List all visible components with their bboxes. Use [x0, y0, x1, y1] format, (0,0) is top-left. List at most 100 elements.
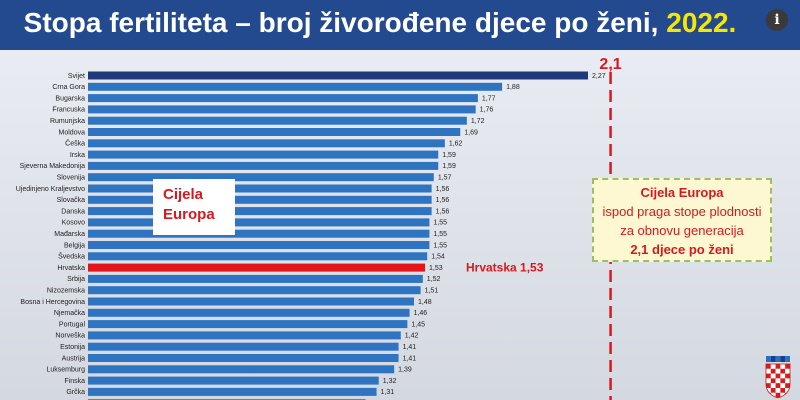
hrvatska-callout-label: Hrvatska 1,53	[466, 261, 544, 275]
title-main: Stopa fertiliteta – broj živorođene djec…	[23, 7, 659, 38]
bar-nizozemska	[88, 286, 421, 295]
value-label-portugal: 1,45	[411, 321, 425, 328]
category-label-danska: Danska	[61, 208, 85, 215]
bar-ujedinjeno-kraljevstvo	[88, 184, 432, 193]
cijela-europa-line2: Europa	[163, 206, 215, 223]
bar-grcka	[88, 387, 377, 396]
category-label-svijet: Svijet	[68, 73, 85, 80]
title-year: 2022.	[666, 7, 737, 38]
category-label-srbija: Srbija	[67, 276, 85, 283]
value-label-moldova: 1,69	[464, 129, 478, 136]
bar-norveska	[88, 331, 401, 340]
bar-slovenija	[88, 173, 434, 182]
croatian-coat-of-arms-icon	[765, 356, 791, 398]
category-label-grcka: Grčka	[66, 389, 85, 396]
category-label-rumunjska: Rumunjska	[50, 118, 85, 125]
value-label-luksemburg: 1,39	[398, 367, 412, 374]
value-label-ceska: 1,62	[449, 141, 463, 148]
value-label-slovacka: 1,56	[436, 197, 450, 204]
category-label-austrija: Austrija	[62, 355, 85, 362]
value-label-ujedinjeno-kraljevstvo: 1,56	[436, 186, 450, 193]
category-label-belgija: Belgija	[64, 242, 85, 249]
category-label-luksemburg: Luksemburg	[46, 367, 85, 374]
bar-sjeverna-makedonija	[88, 161, 439, 170]
bar-crna-gora	[88, 82, 503, 91]
note-line2: ispod praga stope plodnosti	[602, 204, 762, 219]
bar-belgija	[88, 241, 430, 249]
note-line3: za obnovu generacija	[620, 223, 744, 238]
value-label-svedska: 1,54	[431, 254, 445, 261]
bar-njemacka	[88, 308, 410, 317]
bar-svijet	[88, 71, 588, 80]
category-label-finska: Finska	[64, 378, 85, 385]
bar-rumunjska	[88, 116, 467, 125]
value-label-bugarska: 1,77	[482, 95, 496, 102]
value-label-estonija: 1,41	[403, 344, 417, 351]
bars-layer: Svijet 2,27 Crna Gora 1,88 Bugarska 1,77 Franc…	[16, 71, 606, 400]
bar-bosna-i-hercegovina	[88, 297, 414, 306]
bar-finska	[88, 376, 379, 385]
category-label-ceska: Češka	[65, 139, 85, 148]
category-label-francuska: Francuska	[52, 107, 85, 114]
value-label-finska: 1,32	[383, 378, 397, 385]
bar-hrvatska	[88, 263, 426, 272]
category-label-portugal: Portugal	[59, 321, 86, 328]
note-line1: Cijela Europa	[640, 185, 724, 200]
cijela-europa-line1: Cijela	[163, 186, 204, 203]
category-label-svedska: Švedska	[58, 252, 85, 261]
bar-moldova	[88, 128, 461, 136]
cijela-europa-box: Cijela Europa	[153, 179, 235, 235]
value-label-belgija: 1,55	[433, 242, 447, 249]
category-label-ma-arska: Mađarska	[54, 231, 85, 238]
value-label-irska: 1,59	[442, 152, 456, 159]
value-label-slovenija: 1,57	[438, 175, 452, 182]
category-label-slovacka: Slovačka	[57, 197, 86, 204]
value-label-bosna-i-hercegovina: 1,48	[418, 299, 432, 306]
value-label-sjeverna-makedonija: 1,59	[442, 163, 456, 170]
info-icon[interactable]: i	[766, 9, 788, 31]
value-label-francuska: 1,76	[480, 107, 494, 114]
value-label-ma-arska: 1,55	[433, 231, 447, 238]
category-label-bugarska: Bugarska	[55, 95, 85, 102]
category-label-nizozemska: Nizozemska	[47, 288, 85, 295]
bar-srbija	[88, 274, 423, 283]
bar-irska	[88, 150, 439, 159]
page-title: Stopa fertiliteta – broj živorođene djec…	[0, 0, 760, 46]
value-label-njemacka: 1,46	[414, 310, 428, 317]
category-label-slovenija: Slovenija	[57, 175, 86, 182]
value-label-grcka: 1,31	[381, 389, 395, 396]
category-label-estonija: Estonija	[60, 344, 85, 351]
threshold-note-box: Cijela Europa ispod praga stope plodnost…	[592, 178, 772, 262]
value-label-kosovo: 1,55	[433, 220, 447, 227]
bar-luksemburg	[88, 365, 395, 374]
value-label-rumunjska: 1,72	[471, 118, 485, 125]
bar-estonija	[88, 342, 399, 351]
bar-bugarska	[88, 94, 478, 103]
value-label-nizozemska: 1,51	[425, 288, 439, 295]
value-label-norveska: 1,42	[405, 333, 419, 340]
bar-danska	[88, 207, 432, 216]
category-label-crna-gora: Crna Gora	[52, 84, 85, 91]
bar-slovacka	[88, 195, 432, 204]
bar-austrija	[88, 354, 399, 362]
category-label-moldova: Moldova	[59, 129, 86, 136]
category-label-kosovo: Kosovo	[62, 220, 85, 227]
category-label-irska: Irska	[70, 152, 85, 159]
bar-kosovo	[88, 218, 430, 227]
category-label-hrvatska: Hrvatska	[57, 265, 85, 272]
category-label-norveska: Norveška	[55, 333, 85, 340]
value-label-austrija: 1,41	[403, 355, 417, 362]
category-label-sjeverna-makedonija: Sjeverna Makedonija	[20, 163, 85, 170]
category-label-ujedinjeno-kraljevstvo: Ujedinjeno Kraljevstvo	[16, 186, 85, 193]
value-label-hrvatska: 1,53	[429, 265, 443, 272]
category-label-njemacka: Njemačka	[54, 310, 85, 317]
reference-line-label: 2,1	[599, 56, 621, 73]
note-line4: 2,1 djece po ženi	[630, 242, 734, 257]
bar-francuska	[88, 105, 476, 114]
bar-portugal	[88, 320, 408, 329]
value-label-svijet: 2,27	[592, 73, 606, 80]
bar-ceska	[88, 139, 445, 148]
bar-svedska	[88, 252, 428, 261]
header-bar: Stopa fertiliteta – broj živorođene djec…	[0, 0, 800, 50]
